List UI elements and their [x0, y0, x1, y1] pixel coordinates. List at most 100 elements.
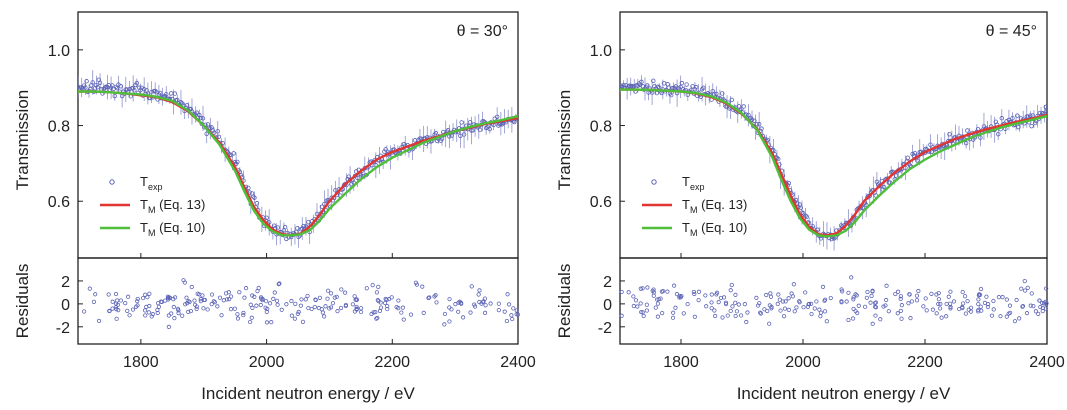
residual-point: [844, 299, 849, 304]
residual-point: [115, 302, 121, 307]
residual-point: [322, 314, 327, 319]
residual-point: [232, 306, 237, 311]
data-point: [97, 80, 103, 85]
residual-point: [946, 294, 951, 299]
residual-point: [511, 306, 516, 311]
data-point: [216, 134, 222, 140]
residual-point: [354, 304, 359, 310]
legend-marker-exp: [651, 179, 657, 185]
residual-point: [948, 301, 953, 306]
residual-point: [734, 309, 739, 314]
residual-point: [502, 309, 507, 314]
residual-point: [252, 294, 257, 299]
residual-point: [638, 286, 643, 291]
residual-point: [413, 280, 419, 285]
residual-point: [850, 316, 856, 321]
legend-label: Texp: [140, 174, 162, 192]
data-point: [1015, 113, 1020, 118]
residual-point: [325, 296, 330, 301]
residual-point: [488, 301, 493, 306]
residual-point: [1020, 304, 1025, 309]
residual-point: [147, 303, 152, 309]
data-point: [355, 175, 360, 181]
data-point: [741, 104, 746, 109]
data-point: [620, 83, 624, 89]
residual-point: [447, 305, 452, 310]
residual-point: [198, 298, 203, 304]
residual-point: [1024, 311, 1030, 316]
data-point: [645, 83, 650, 88]
residual-point: [319, 307, 324, 312]
data-point: [84, 79, 89, 84]
residual-point: [644, 302, 649, 307]
residual-point: [106, 292, 111, 297]
residual-point: [289, 313, 294, 318]
residual-point: [898, 296, 903, 301]
residual-point: [147, 291, 152, 296]
residual-point: [81, 309, 87, 314]
residual-point: [1022, 288, 1028, 293]
residual-point: [982, 300, 987, 305]
residual-point: [907, 292, 912, 297]
residual-point: [93, 292, 98, 297]
residual-point: [1044, 301, 1049, 306]
x-axis-label: Incident neutron energy / eV: [737, 384, 951, 403]
data-point: [678, 84, 683, 90]
residual-point: [677, 293, 682, 299]
residual-point: [930, 307, 936, 312]
residual-point: [822, 298, 827, 303]
residual-point: [123, 301, 128, 306]
residual-point: [712, 308, 717, 313]
residual-point: [745, 310, 750, 315]
data-point: [246, 185, 251, 191]
residual-point: [350, 302, 355, 307]
residual-point: [264, 309, 269, 314]
y-axis-label: Transmission: [555, 90, 574, 190]
residual-point: [854, 293, 859, 298]
residual-point: [334, 294, 339, 299]
residual-point: [633, 298, 639, 303]
residual-point: [145, 295, 150, 300]
residual-point: [939, 315, 944, 320]
residual-point: [873, 300, 879, 305]
residual-point: [769, 306, 774, 311]
data-point: [251, 194, 256, 199]
residual-point: [369, 311, 374, 317]
x-tick-label: 2000: [249, 354, 285, 371]
residual-point: [1022, 278, 1027, 284]
residual-point: [881, 304, 886, 309]
residual-point: [354, 306, 359, 311]
residual-point: [805, 304, 811, 309]
residual-point: [924, 308, 929, 313]
residual-point: [733, 292, 738, 297]
residual-point: [264, 299, 269, 304]
residual-point: [755, 303, 761, 308]
residual-point: [884, 283, 889, 288]
residual-point: [692, 291, 697, 297]
residual-point: [205, 307, 210, 312]
residual-point: [298, 303, 303, 308]
data-point: [864, 202, 869, 208]
residual-point: [692, 314, 697, 319]
y-tick-label: 0.8: [48, 119, 70, 136]
data-point: [714, 91, 719, 96]
residual-point: [434, 300, 439, 305]
residual-point: [991, 307, 996, 312]
residual-point: [378, 305, 384, 310]
residual-point: [250, 305, 255, 310]
residual-point: [394, 304, 399, 310]
residual-point: [514, 308, 519, 313]
y-tick-label-residual: 2: [61, 274, 70, 291]
data-point: [720, 91, 725, 96]
data-point: [786, 180, 792, 186]
residual-point: [655, 314, 661, 319]
residual-point: [641, 313, 646, 319]
residual-point: [264, 320, 270, 325]
residual-point: [194, 304, 199, 309]
residual-point: [370, 282, 375, 288]
residual-point: [704, 304, 709, 309]
residual-point: [778, 308, 783, 313]
residual-point: [338, 305, 344, 311]
data-point: [113, 84, 119, 90]
